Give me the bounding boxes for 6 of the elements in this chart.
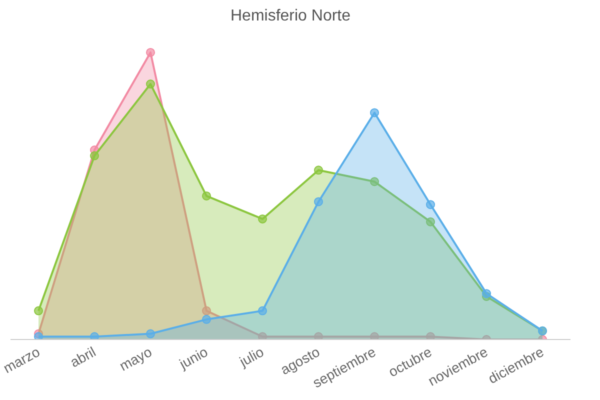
x-tick-label: marzo bbox=[0, 343, 43, 376]
x-tick-label: abril bbox=[67, 343, 98, 370]
x-tick-label: junio bbox=[176, 343, 211, 372]
x-tick-label: julio bbox=[236, 343, 267, 370]
x-tick-label: mayo bbox=[116, 343, 155, 374]
chart-title: Hemisferio Norte bbox=[230, 8, 351, 24]
